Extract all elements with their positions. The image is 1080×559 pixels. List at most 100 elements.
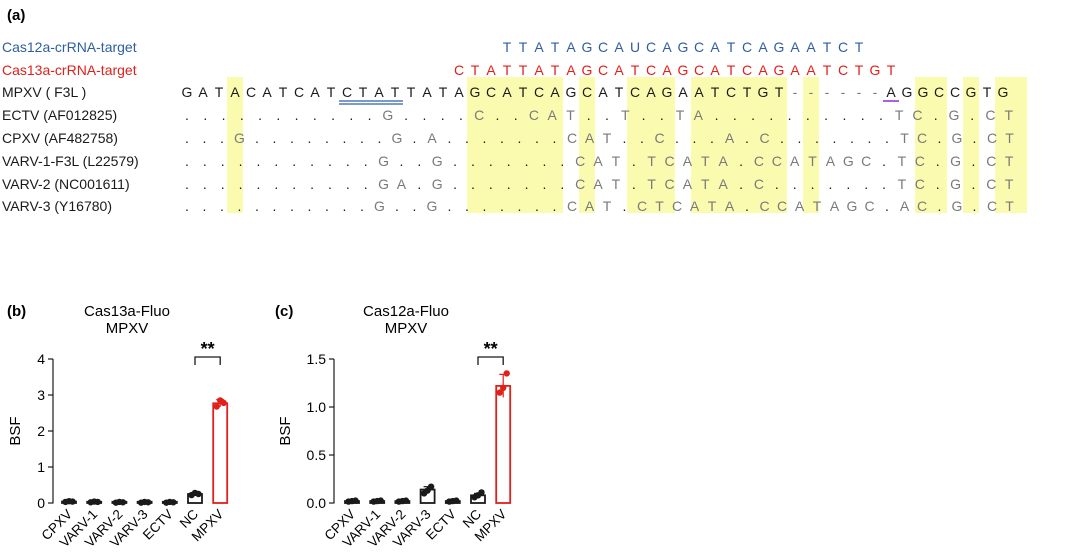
sequence-base: . (936, 153, 940, 169)
sequence-base: . (868, 130, 872, 146)
sequence-base: T (855, 39, 864, 55)
sequence-base: G (427, 198, 438, 214)
sequence-base: . (745, 198, 749, 214)
sequence-base: A (614, 39, 624, 55)
sequence-base: C (987, 130, 997, 146)
sequence-base: . (751, 107, 755, 123)
data-point (478, 489, 485, 496)
sequence-base: - (793, 84, 798, 100)
sequence-base: C (567, 130, 577, 146)
sequence-base: . (364, 176, 368, 192)
sequence-base: T (895, 107, 904, 123)
sequence-base: . (220, 198, 224, 214)
sequence-base: . (343, 198, 347, 214)
sequence-base: A (534, 62, 544, 78)
sequence-base: T (775, 84, 784, 100)
sequence-base: - (825, 84, 830, 100)
sequence-base: T (900, 130, 909, 146)
sequence-base: . (882, 153, 886, 169)
sequence-base: T (279, 84, 288, 100)
sequence-base: G (847, 198, 858, 214)
sequence-base: G (950, 153, 961, 169)
data-point (453, 497, 460, 504)
sequence-base: C (575, 176, 585, 192)
highlight-column (627, 77, 675, 213)
sequence-base: C (646, 62, 656, 78)
chart-title: Cas12a-Fluo (363, 303, 449, 320)
sequence-base: C (838, 62, 848, 78)
sequence-base: C (486, 84, 496, 100)
sequence-base: C (917, 130, 927, 146)
y-tick-label: 0.5 (307, 447, 327, 463)
sequence-base: . (535, 198, 539, 214)
sequence-base: T (1005, 130, 1014, 146)
sequence-base: A (790, 39, 800, 55)
y-axis-label: BSF (277, 416, 294, 445)
sequence-base: G (949, 107, 960, 123)
sequence-base: . (257, 153, 261, 169)
sequence-base: C (754, 153, 764, 169)
sequence-base: C (726, 84, 736, 100)
sequence-base: A (486, 62, 496, 78)
sequence-label: VARV-1-F3L (L22579) (2, 153, 139, 169)
sequence-base: C (694, 39, 704, 55)
sequence-base: . (471, 153, 475, 169)
data-point (377, 497, 384, 504)
chart-subtitle: MPXV (385, 320, 428, 337)
sequence-base: C (294, 84, 304, 100)
sequence-base: . (203, 198, 207, 214)
panel-b-chart: (b) Cas13a-FluoMPXV01234BSFCPXVVARV-1VARV… (7, 303, 229, 550)
sequence-base: A (795, 198, 805, 214)
sequence-base: T (615, 84, 624, 100)
sequence-base: . (400, 153, 404, 169)
sequence-base: T (621, 107, 630, 123)
sequence-base: . (660, 107, 664, 123)
sequence-base: . (675, 130, 679, 146)
sequence-label: Cas13a-crRNA-target (2, 62, 137, 78)
sequence-base: T (676, 107, 685, 123)
sequence-base: . (471, 176, 475, 192)
sequence-base: . (276, 107, 280, 123)
sequence-base: T (391, 84, 400, 100)
sequence-base: . (824, 107, 828, 123)
sequence-base: . (422, 107, 426, 123)
sequence-base: C (985, 107, 995, 123)
sequence-base: A (598, 84, 608, 100)
sequence-base: C (664, 176, 674, 192)
sequence-base: T (603, 198, 612, 214)
sequence-base: A (566, 62, 576, 78)
sequence-base: C (454, 62, 464, 78)
sequence-base: . (543, 176, 547, 192)
sequence-base: . (465, 130, 469, 146)
sequence-base: A (790, 62, 800, 78)
sequence-base: C (759, 198, 769, 214)
sequence-base: . (500, 130, 504, 146)
sequence-base: . (360, 130, 364, 146)
sequence-base: . (453, 153, 457, 169)
sequence-base: . (525, 153, 529, 169)
sequence-base: . (310, 176, 314, 192)
sequence-base: C (987, 198, 997, 214)
sequence-base: G (952, 130, 963, 146)
sequence-base: . (441, 107, 445, 123)
sequence-base: A (230, 84, 240, 100)
sequence-base: A (718, 176, 728, 192)
sequence-base: T (1005, 176, 1014, 192)
sequence-base: A (397, 176, 407, 192)
sequence-base: . (328, 176, 332, 192)
sequence-base: . (459, 107, 463, 123)
sequence-base: G (582, 39, 593, 55)
sequence-base: U (630, 39, 640, 55)
sequence-base: C (646, 39, 656, 55)
sequence-base: C (759, 130, 769, 146)
sequence-base: . (850, 130, 854, 146)
sequence-base: C (986, 153, 996, 169)
sequence-base: A (646, 84, 656, 100)
panel-c-chart: (c) Cas12a-FluoMPXV0.00.51.01.5BSFCPXVVAR… (275, 303, 512, 550)
sequence-base: . (811, 176, 815, 192)
sequence-base: C (915, 153, 925, 169)
sequence-base: G (966, 84, 977, 100)
sequence-base: . (489, 153, 493, 169)
data-point (503, 370, 510, 377)
